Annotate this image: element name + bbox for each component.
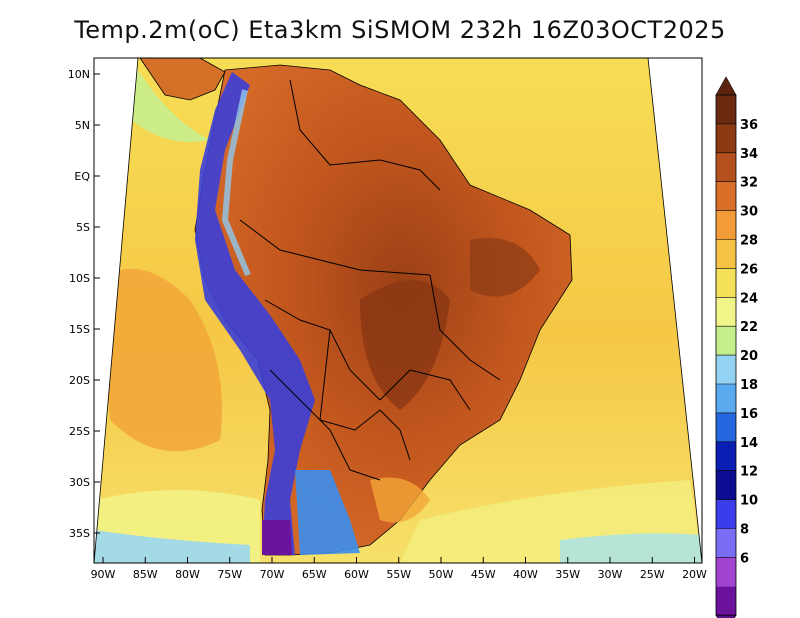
plot-axes-box xyxy=(93,57,703,564)
colorbar: 36 34 32 30 28 26 24 22 20 18 16 14 12 10 8 6 xyxy=(715,76,758,618)
patagonia-cool-region xyxy=(295,470,360,555)
colorbar-label: 32 xyxy=(740,176,758,191)
lon-tick-label: 45W xyxy=(471,568,496,581)
southwest-cyan-band xyxy=(94,530,250,563)
patagonia-purple-tip xyxy=(262,520,292,555)
colorbar-label: 14 xyxy=(740,436,758,451)
lon-tick-label: 20W xyxy=(682,568,707,581)
andes-cold-band xyxy=(195,72,315,555)
colorbar-segment xyxy=(716,297,736,327)
colorbar-segment xyxy=(716,210,736,240)
lat-tick-label: 25S xyxy=(69,425,90,438)
central-america-land xyxy=(139,58,226,101)
lon-tick-label: 70W xyxy=(260,568,285,581)
lat-tick-label: 10N xyxy=(68,68,90,81)
colorbar-label: 28 xyxy=(740,234,758,249)
south-atlantic-cyan xyxy=(560,533,702,563)
lat-tick-label: 30S xyxy=(69,476,90,489)
lat-tick-label: 35S xyxy=(69,527,90,540)
lon-tick-label: 30W xyxy=(598,568,623,581)
lon-tick-label: 65W xyxy=(302,568,327,581)
lon-tick-label: 90W xyxy=(91,568,116,581)
lat-tick-label: 10S xyxy=(69,272,90,285)
lon-tick-label: 35W xyxy=(555,568,580,581)
colorbar-segment xyxy=(716,586,736,616)
lon-tick-label: 25W xyxy=(640,568,665,581)
axis-ticks: 10N 5N EQ 5S 10S 15S 20S 25S 30S 35S 90W 85W 80W 75W 7… xyxy=(68,68,707,581)
colorbar-segment xyxy=(716,123,736,153)
lon-tick-label: 55W xyxy=(386,568,411,581)
lon-tick-label: 50W xyxy=(429,568,454,581)
colorbar-segment xyxy=(716,95,736,124)
colorbar-label: 10 xyxy=(740,494,758,509)
colorbar-segment xyxy=(716,470,736,500)
colorbar-max-arrow xyxy=(715,76,737,96)
lon-tick-label: 85W xyxy=(133,568,158,581)
colorbar-label: 18 xyxy=(740,378,758,393)
colorbar-segment xyxy=(716,441,736,471)
colorbar-label: 6 xyxy=(740,551,749,566)
colorbar-label: 36 xyxy=(740,118,758,133)
lon-tick-label: 80W xyxy=(175,568,200,581)
colorbar-label: 26 xyxy=(740,262,758,277)
colorbar-label: 16 xyxy=(740,407,758,422)
lon-tick-label: 40W xyxy=(513,568,538,581)
colorbar-label: 24 xyxy=(740,291,758,306)
colorbar-label: 34 xyxy=(740,147,758,162)
colorbar-segment xyxy=(716,268,736,298)
map-title: Temp.2m(oC) Eta3km SiSMOM 232h 16Z03OCT2… xyxy=(74,16,726,44)
andes-light-band xyxy=(221,89,251,277)
northeast-hot-core xyxy=(470,238,540,297)
colorbar-segment xyxy=(716,181,736,211)
colorbar-label: 30 xyxy=(740,205,758,220)
lon-tick-label: 75W xyxy=(217,568,242,581)
colorbar-segment xyxy=(716,528,736,558)
colorbar-segment xyxy=(716,557,736,587)
colorbar-segment xyxy=(716,152,736,182)
pacific-warm-zone xyxy=(100,268,222,452)
colorbar-segment xyxy=(716,384,736,413)
colorbar-segment xyxy=(716,499,736,529)
lat-tick-label: EQ xyxy=(74,170,90,183)
uruguay-region xyxy=(370,477,430,523)
colorbar-segment xyxy=(716,239,736,269)
colorbar-label: 8 xyxy=(740,523,749,538)
colorbar-label: 20 xyxy=(740,349,758,364)
equatorial-green-band xyxy=(120,70,210,142)
interior-hot-core xyxy=(360,280,450,410)
colorbar-segment xyxy=(716,355,736,384)
lat-tick-label: 5S xyxy=(76,221,90,234)
colorbar-segment xyxy=(716,326,736,356)
lon-tick-label: 60W xyxy=(344,568,369,581)
country-borders xyxy=(239,79,501,481)
lat-tick-label: 5N xyxy=(75,119,90,132)
lat-tick-label: 20S xyxy=(69,374,90,387)
lat-tick-label: 15S xyxy=(69,323,90,336)
colorbar-segment xyxy=(716,412,736,442)
colorbar-label: 22 xyxy=(740,320,758,335)
colorbar-label: 12 xyxy=(740,465,758,480)
